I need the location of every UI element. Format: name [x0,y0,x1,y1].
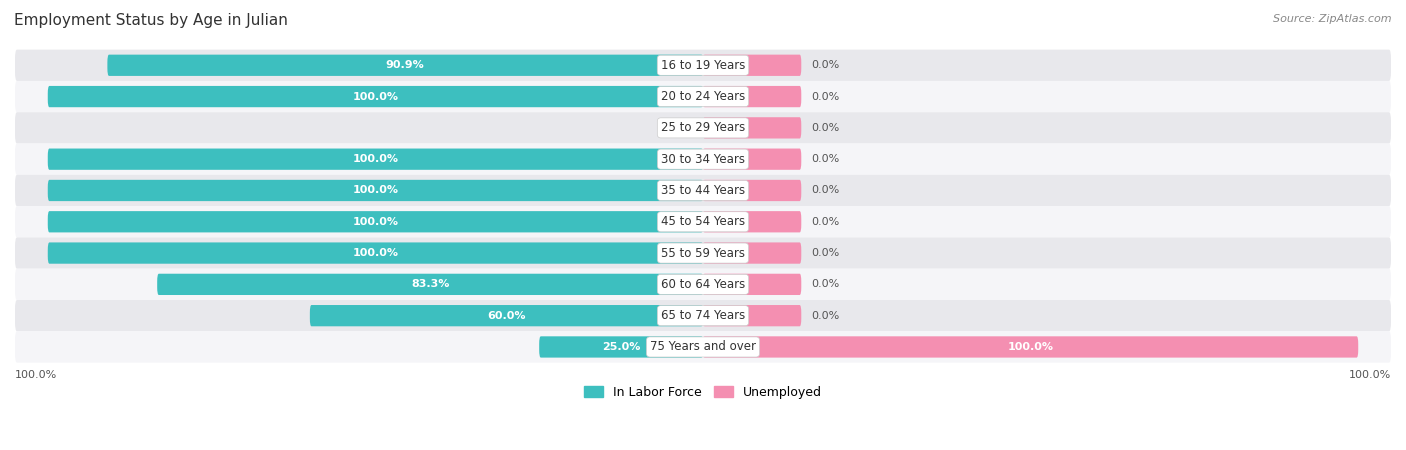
FancyBboxPatch shape [15,50,1391,81]
Text: 35 to 44 Years: 35 to 44 Years [661,184,745,197]
Text: 100.0%: 100.0% [1348,370,1391,380]
Text: 90.9%: 90.9% [385,60,425,70]
Text: Employment Status by Age in Julian: Employment Status by Age in Julian [14,14,288,28]
Text: 0.0%: 0.0% [811,123,839,133]
Text: 100.0%: 100.0% [15,370,58,380]
Text: 100.0%: 100.0% [1008,342,1053,352]
FancyBboxPatch shape [15,175,1391,206]
FancyBboxPatch shape [15,144,1391,175]
FancyBboxPatch shape [107,54,703,76]
Text: 30 to 34 Years: 30 to 34 Years [661,153,745,166]
Text: 0.0%: 0.0% [811,185,839,195]
FancyBboxPatch shape [15,238,1391,269]
Text: 100.0%: 100.0% [353,154,398,164]
FancyBboxPatch shape [157,274,703,295]
FancyBboxPatch shape [48,243,703,264]
Legend: In Labor Force, Unemployed: In Labor Force, Unemployed [579,381,827,404]
FancyBboxPatch shape [15,300,1391,331]
Text: 0.0%: 0.0% [811,310,839,321]
Text: 20 to 24 Years: 20 to 24 Years [661,90,745,103]
Text: 65 to 74 Years: 65 to 74 Years [661,309,745,322]
FancyBboxPatch shape [703,86,801,107]
FancyBboxPatch shape [703,117,801,139]
Text: 100.0%: 100.0% [353,248,398,258]
FancyBboxPatch shape [15,112,1391,144]
Text: 0.0%: 0.0% [811,60,839,70]
FancyBboxPatch shape [703,305,801,326]
Text: 75 Years and over: 75 Years and over [650,341,756,353]
Text: Source: ZipAtlas.com: Source: ZipAtlas.com [1274,14,1392,23]
Text: 100.0%: 100.0% [353,92,398,102]
Text: 0.0%: 0.0% [811,92,839,102]
Text: 60.0%: 60.0% [486,310,526,321]
Text: 45 to 54 Years: 45 to 54 Years [661,215,745,228]
FancyBboxPatch shape [538,336,703,358]
Text: 60 to 64 Years: 60 to 64 Years [661,278,745,291]
FancyBboxPatch shape [703,54,801,76]
Text: 0.0%: 0.0% [811,217,839,227]
Text: 25.0%: 25.0% [602,342,640,352]
FancyBboxPatch shape [48,148,703,170]
FancyBboxPatch shape [48,211,703,232]
Text: 16 to 19 Years: 16 to 19 Years [661,59,745,72]
FancyBboxPatch shape [15,81,1391,112]
FancyBboxPatch shape [48,180,703,201]
FancyBboxPatch shape [703,336,1358,358]
FancyBboxPatch shape [703,148,801,170]
FancyBboxPatch shape [15,269,1391,300]
FancyBboxPatch shape [48,86,703,107]
Text: 55 to 59 Years: 55 to 59 Years [661,247,745,260]
FancyBboxPatch shape [703,180,801,201]
Text: 83.3%: 83.3% [411,279,450,289]
FancyBboxPatch shape [15,331,1391,363]
Text: 100.0%: 100.0% [353,185,398,195]
Text: 0.0%: 0.0% [811,154,839,164]
Text: 0.0%: 0.0% [665,123,693,133]
FancyBboxPatch shape [703,211,801,232]
Text: 25 to 29 Years: 25 to 29 Years [661,122,745,135]
Text: 100.0%: 100.0% [353,217,398,227]
Text: 0.0%: 0.0% [811,279,839,289]
FancyBboxPatch shape [15,206,1391,238]
FancyBboxPatch shape [703,274,801,295]
FancyBboxPatch shape [703,243,801,264]
FancyBboxPatch shape [309,305,703,326]
Text: 0.0%: 0.0% [811,248,839,258]
